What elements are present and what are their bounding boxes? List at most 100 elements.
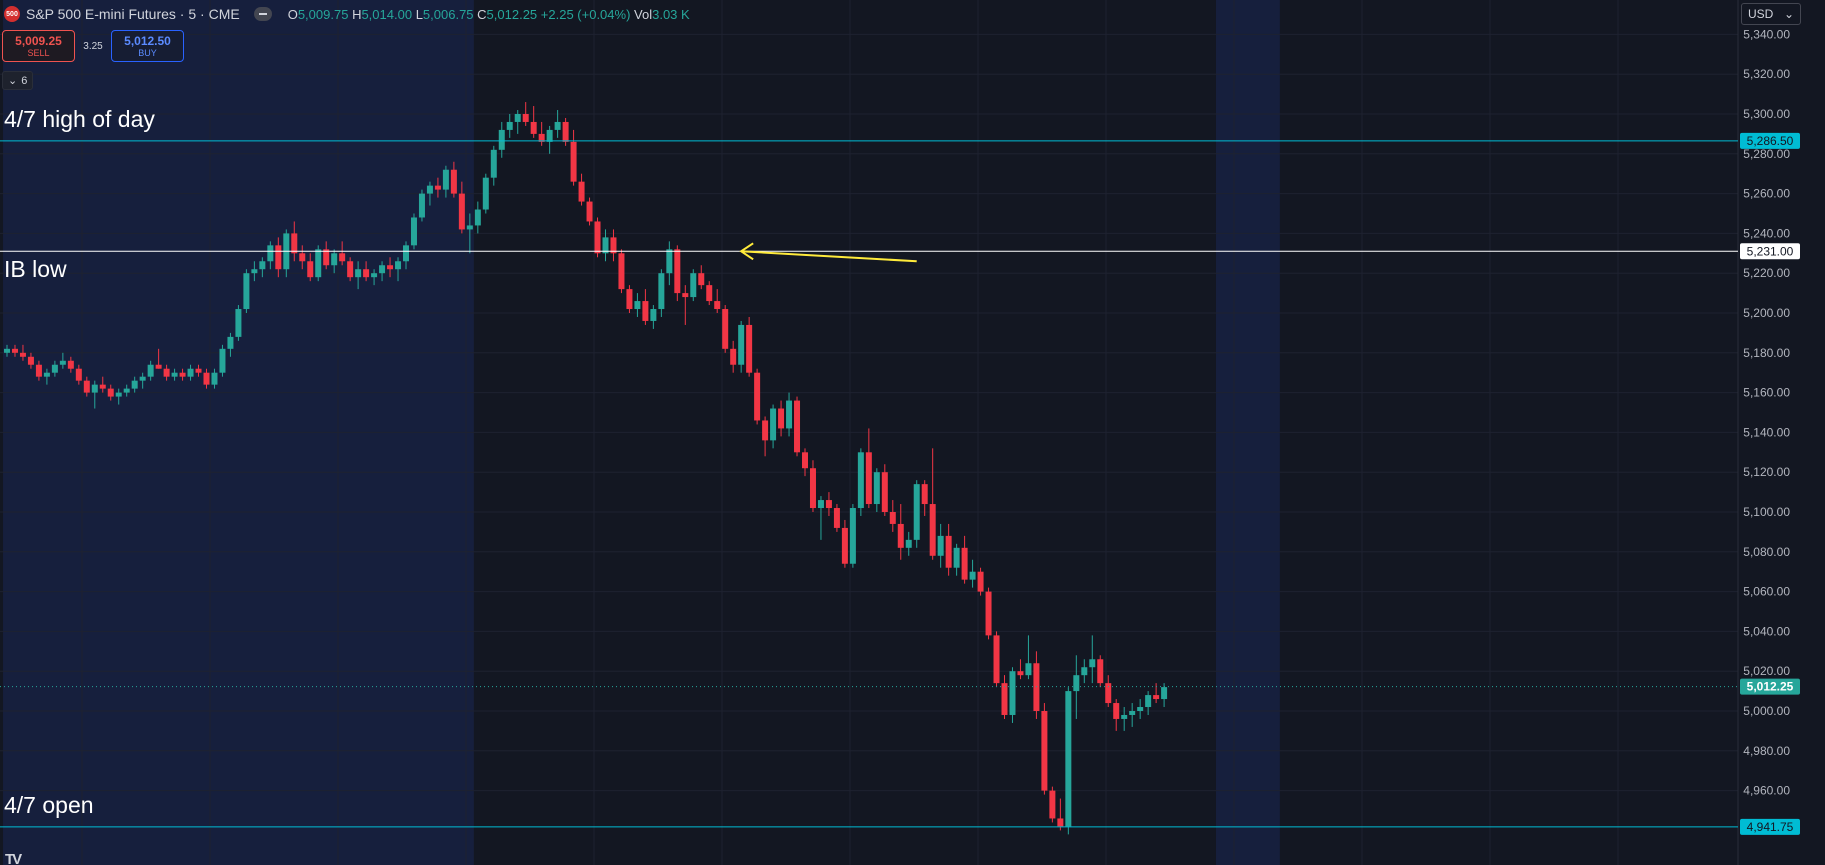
candle-body (131, 380, 138, 389)
candle-body (147, 364, 154, 377)
candle-body (602, 237, 609, 254)
last-price-label: 5,012.25 (1747, 680, 1794, 694)
level-price-tag-1 (1740, 243, 1800, 260)
candle-body (690, 273, 697, 298)
symbol-header: 500 S&P 500 E-mini Futures · 5 · CME O5,… (4, 4, 690, 24)
y-tick-label: 5,000.00 (1743, 704, 1790, 718)
close-label: C (477, 6, 487, 22)
candle-body (410, 217, 417, 246)
candle-body (841, 527, 848, 564)
last-price-tag (1740, 678, 1800, 695)
y-tick-label: 5,060.00 (1743, 585, 1790, 599)
candle-body (873, 472, 880, 505)
candle-body (642, 301, 649, 321)
candle-body (291, 233, 298, 254)
candle-body (458, 193, 465, 230)
high-label: H (352, 6, 362, 22)
candle-body (666, 249, 673, 274)
sell-price: 5,009.25 (15, 34, 62, 48)
candle-body (498, 129, 505, 150)
candle-body (91, 384, 98, 393)
candle-body (1017, 671, 1024, 676)
candle-body (1025, 663, 1032, 676)
candle-body (299, 253, 306, 262)
currency-select[interactable]: USD ⌄ (1741, 3, 1801, 25)
candle-body (187, 368, 194, 377)
candle-body (426, 185, 433, 194)
candle-body (163, 368, 170, 377)
candle-body (418, 193, 425, 218)
candle-body (235, 309, 242, 337)
minus-icon (258, 13, 267, 15)
candle-body (4, 348, 10, 353)
high-of-day-annotation[interactable]: 4/7 high of day (4, 106, 155, 132)
buy-label: BUY (138, 48, 157, 58)
open-value: 5,009.75 (297, 6, 349, 22)
candle-body (1089, 659, 1096, 668)
collapse-legend-button[interactable] (253, 7, 272, 21)
buy-price: 5,012.50 (124, 34, 171, 48)
candle-body (195, 368, 202, 373)
candle-body (1009, 671, 1016, 715)
candle-body (730, 348, 737, 365)
candle-body (474, 209, 481, 226)
candle-body (786, 400, 793, 429)
ohlc-legend: O5,009.75 H5,014.00 L5,006.75 C5,012.25 … (288, 7, 690, 22)
y-tick-label: 5,140.00 (1743, 425, 1790, 439)
candle-body (11, 348, 18, 353)
annotation-arrow-line (741, 250, 917, 263)
candle-body (738, 324, 745, 365)
candle-body (530, 121, 537, 134)
candle-body (139, 376, 146, 381)
candle-body (953, 547, 960, 568)
candle-body (977, 571, 984, 592)
indicators-count: 6 (21, 74, 28, 87)
y-tick-label: 4,960.00 (1743, 784, 1790, 798)
y-tick-label: 5,160.00 (1743, 386, 1790, 400)
candle-body (913, 484, 920, 540)
candle-body (794, 400, 801, 453)
candle-body (275, 245, 282, 270)
y-tick-label: 5,280.00 (1743, 147, 1790, 161)
candle-body (802, 452, 808, 469)
candle-body (43, 372, 50, 377)
candle-body (27, 356, 34, 365)
volume-value: 3.03 K (652, 6, 690, 22)
ib-low-annotation[interactable]: IB low (4, 256, 67, 282)
candle-body (929, 504, 936, 556)
buy-button[interactable]: 5,012.50 BUY (111, 30, 184, 62)
candle-body (67, 360, 74, 369)
candle-body (594, 221, 601, 254)
candle-body (115, 392, 122, 397)
es-logo-icon: 500 (4, 6, 20, 22)
candle-body (1113, 703, 1120, 719)
candle-body (674, 249, 681, 294)
volume-label: Vol (634, 6, 653, 22)
indicators-toggle-button[interactable]: ⌄ 6 (2, 71, 34, 90)
sell-button[interactable]: 5,009.25 SELL (2, 30, 75, 62)
level-price-label-2: 4,941.75 (1747, 820, 1794, 834)
candle-body (993, 635, 1000, 684)
open-annotation[interactable]: 4/7 open (4, 792, 94, 818)
candle-body (1129, 711, 1136, 715)
candle-body (1145, 695, 1152, 708)
y-tick-label: 5,300.00 (1743, 107, 1790, 121)
candle-body (618, 253, 625, 290)
candle-body (1161, 687, 1168, 700)
y-tick-label: 5,240.00 (1743, 226, 1790, 240)
candle-body (1153, 695, 1160, 700)
candle-body (434, 185, 441, 190)
candle-body (1065, 691, 1072, 827)
y-tick-label: 5,120.00 (1743, 465, 1790, 479)
tradingview-logo-icon[interactable]: TV (5, 851, 22, 865)
level-price-label-0: 5,286.50 (1747, 134, 1794, 148)
candle-body (363, 269, 370, 278)
spread-value: 3.25 (83, 40, 103, 52)
symbol-title[interactable]: S&P 500 E-mini Futures · 5 · CME (26, 6, 240, 22)
y-tick-label: 5,340.00 (1743, 27, 1790, 41)
candle-body (1121, 714, 1128, 719)
candle-body (921, 484, 928, 505)
candle-body (379, 265, 386, 274)
